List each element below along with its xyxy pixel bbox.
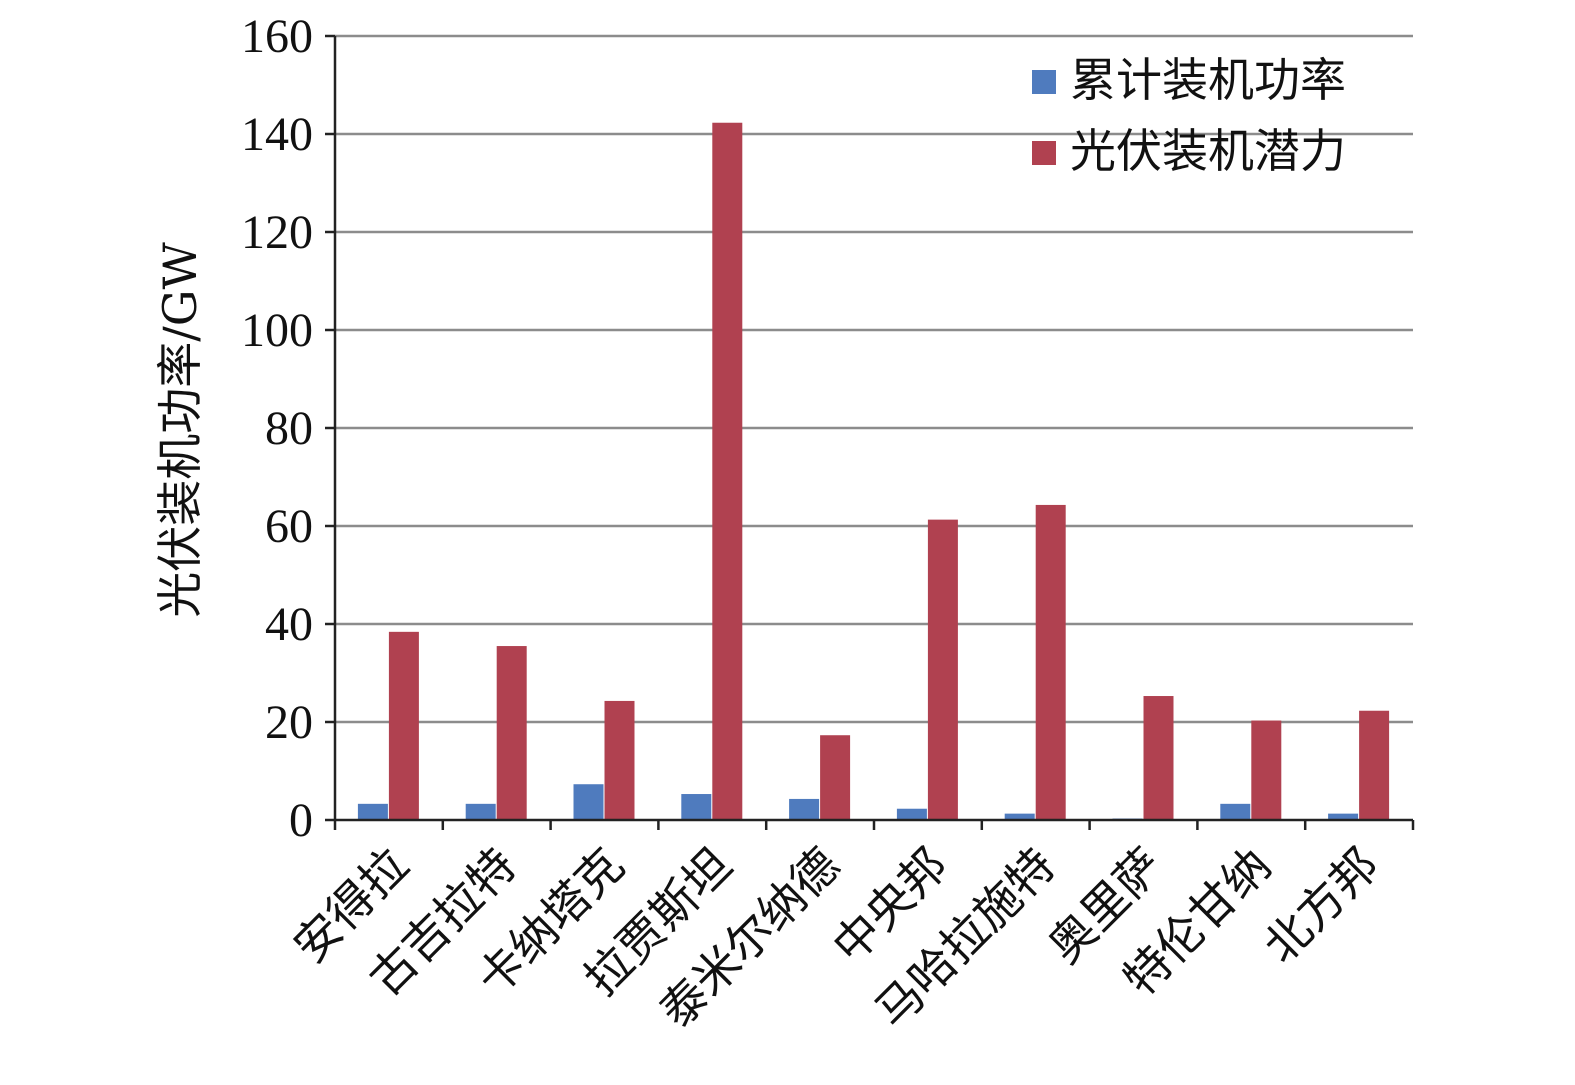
bar-potential [712, 122, 743, 821]
bar-potential [604, 700, 635, 820]
bar-potential [1143, 696, 1174, 820]
bar-potential [1035, 504, 1066, 820]
y-tick-labels: 0 20 40 60 80 100 120 140 160 [241, 10, 313, 847]
axes [325, 34, 1415, 830]
y-tick-label: 80 [265, 402, 313, 455]
y-tick-label: 120 [241, 206, 313, 259]
y-tick-label: 140 [241, 108, 313, 161]
bar-potential [388, 631, 419, 820]
bar-cumulative [1328, 813, 1359, 820]
bar-cumulative [357, 803, 388, 820]
legend-label-cumulative: 累计装机功率 [1070, 53, 1346, 107]
legend-swatch-potential [1032, 141, 1056, 165]
bar-potential [927, 519, 958, 820]
legend: 累计装机功率 光伏装机潜力 [1032, 53, 1346, 178]
legend-swatch-cumulative [1032, 70, 1056, 94]
y-tick-label: 40 [265, 598, 313, 651]
gridlines [335, 34, 1413, 724]
bar-potential [820, 735, 851, 820]
x-category-label: 北方邦 [1253, 838, 1389, 974]
bar-cumulative [681, 794, 712, 820]
y-tick-label: 20 [265, 696, 313, 749]
bar-cumulative [465, 803, 496, 820]
bar-cumulative [573, 784, 604, 820]
bar-cumulative [789, 798, 820, 820]
bar-cumulative [896, 808, 927, 820]
y-tick-label: 100 [241, 304, 313, 357]
y-tick-label: 60 [265, 500, 313, 553]
legend-label-potential: 光伏装机潜力 [1070, 124, 1346, 178]
bar-potential [1359, 710, 1390, 820]
bars [357, 122, 1390, 821]
bar-cumulative [1220, 803, 1251, 820]
bar-potential [496, 646, 527, 820]
y-tick-label: 160 [241, 10, 313, 63]
y-tick-label: 0 [289, 794, 313, 847]
y-axis-title: 光伏装机功率/GW [153, 242, 207, 618]
bar-potential [1251, 720, 1282, 820]
bar-cumulative [1004, 813, 1035, 820]
